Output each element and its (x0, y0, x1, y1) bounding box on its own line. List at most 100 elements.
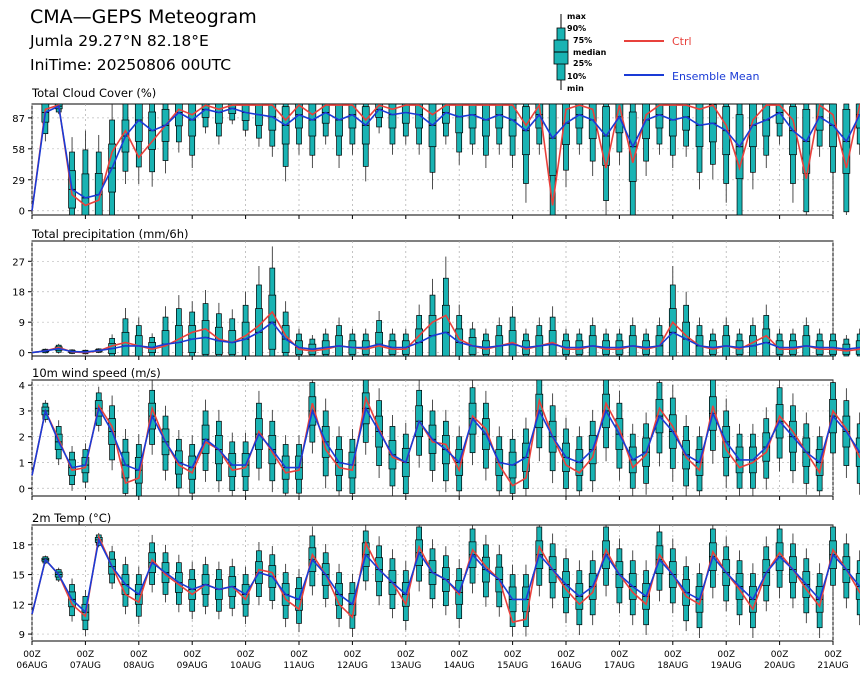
x-tick-label-date: 18AUG (657, 661, 688, 671)
box-plot (655, 317, 664, 357)
box-plot (375, 311, 383, 357)
x-tick-label-date: 21AUG (817, 661, 848, 671)
x-tick-label-date: 06AUG (16, 661, 47, 671)
box-plot (508, 306, 517, 357)
box-plot (175, 295, 183, 357)
box-plot (535, 317, 544, 357)
legend-label-max: max (567, 12, 587, 21)
y-tick-label: 1 (19, 458, 25, 469)
box-plot (388, 328, 397, 357)
box-plot (455, 103, 464, 165)
x-tick-label-hour: 00Z (664, 650, 682, 660)
x-tick-label-hour: 00Z (290, 650, 308, 660)
y-tick-label: 29 (12, 176, 25, 187)
box-plot (188, 561, 197, 620)
box-plot (562, 328, 570, 357)
box-plot (642, 328, 650, 357)
box-plot (855, 328, 860, 357)
legend-ctrl-label: Ctrl (672, 35, 692, 48)
box-inner (388, 103, 397, 129)
x-tick-label-hour: 00Z (717, 650, 735, 660)
x-tick-label-date: 16AUG (550, 661, 581, 671)
box-inner (81, 173, 90, 216)
box-plot (348, 103, 357, 155)
box-plot (708, 328, 717, 357)
x-tick-label-date: 20AUG (764, 661, 795, 671)
x-tick-label-date: 07AUG (70, 661, 101, 671)
box-plot (548, 306, 557, 357)
y-tick-label: 9 (19, 630, 25, 641)
box-plot (522, 328, 530, 357)
box-plot (815, 328, 824, 357)
box-plot (735, 550, 744, 626)
y-tick-label: 0 (19, 484, 25, 495)
box-plot (522, 103, 530, 203)
box-plot (188, 301, 197, 357)
box-inner (455, 103, 464, 134)
box-plot (228, 309, 237, 357)
box-plot (161, 103, 170, 174)
x-tick-label-date: 13AUG (390, 661, 421, 671)
box-plot (215, 103, 223, 145)
box-plot (575, 328, 584, 357)
box-plot (708, 103, 717, 180)
x-tick-label-hour: 00Z (237, 650, 255, 660)
x-tick-label-hour: 00Z (450, 650, 468, 660)
box-plot (375, 536, 383, 606)
y-tick-label: 0 (19, 349, 25, 360)
x-tick-label-hour: 00Z (130, 650, 148, 660)
box-plot (255, 266, 263, 357)
x-tick-label-date: 12AUG (337, 661, 368, 671)
box-plot (468, 103, 477, 155)
box-plot (415, 304, 423, 357)
box-plot (401, 422, 410, 496)
legend-label-25: 25% (573, 59, 592, 68)
box-plot (722, 103, 731, 203)
y-tick-label: 9 (19, 318, 25, 329)
box-plot (94, 134, 103, 216)
box-plot (575, 103, 584, 155)
box-plot (789, 393, 797, 484)
box-inner (121, 331, 130, 357)
y-tick-label: 18 (12, 541, 25, 552)
y-tick-label: 3 (19, 407, 25, 418)
box-plot (628, 317, 637, 357)
box-plot (215, 302, 223, 357)
box-plot (161, 306, 170, 357)
box-plot (495, 103, 504, 155)
x-tick-label-date: 17AUG (604, 661, 635, 671)
box-plot (215, 561, 223, 620)
box-plot (281, 301, 290, 357)
station-location: Jumla 29.27°N 82.18°E (30, 32, 209, 50)
box-inner (215, 103, 223, 124)
legend-label-min: min (567, 84, 584, 93)
box-plot (81, 130, 90, 216)
box-plot (455, 304, 464, 357)
box-plot (695, 317, 704, 357)
box-plot (695, 103, 704, 190)
x-tick-label-date: 15AUG (497, 661, 528, 671)
box-plot (428, 103, 437, 190)
y-tick-label: 4 (19, 381, 25, 392)
box-plot (375, 103, 383, 134)
x-tick-label-date: 19AUG (711, 661, 742, 671)
box-inner (442, 304, 450, 357)
legend-label-10: 10% (567, 72, 586, 81)
box-plot (762, 304, 771, 357)
y-tick-label: 27 (12, 257, 25, 268)
box-plot (562, 103, 570, 188)
box-plot (695, 563, 704, 639)
x-tick-label-date: 08AUG (123, 661, 154, 671)
y-tick-label: 58 (12, 145, 25, 156)
box-plot (268, 103, 277, 157)
box-plot (321, 328, 330, 357)
x-tick-label-date: 14AUG (444, 661, 475, 671)
page-title: CMA—GEPS Meteogram (30, 6, 257, 28)
x-tick-label-hour: 00Z (611, 650, 629, 660)
x-tick-label-hour: 00Z (23, 650, 41, 660)
box-plot (775, 103, 784, 145)
box-inner (415, 103, 423, 129)
legend-label-median: median (573, 48, 607, 57)
box-plot (335, 103, 343, 169)
box-plot (522, 564, 530, 637)
